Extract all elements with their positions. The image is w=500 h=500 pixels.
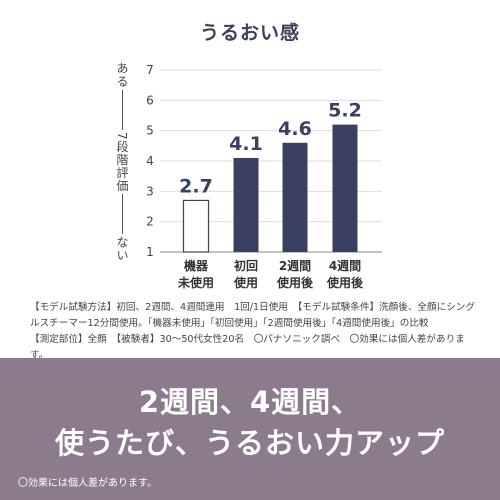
category-label: 使用後 xyxy=(326,275,364,290)
category-label: 機器 xyxy=(184,258,209,273)
bar-value-label: 5.2 xyxy=(328,100,362,122)
headline-line: 使うたび、うるおい力アップ xyxy=(54,426,445,460)
y-axis-top-label: ある xyxy=(115,62,129,88)
y-tick-label: 3 xyxy=(146,184,154,198)
category-label: 4週間 xyxy=(329,258,361,273)
bar-value-label: 4.1 xyxy=(229,133,263,155)
footnote: 〇効果には個人差があります。 xyxy=(18,478,157,489)
bar-value-label: 2.7 xyxy=(179,175,213,197)
category-label: 2週間 xyxy=(279,258,311,273)
y-tick-label: 1 xyxy=(146,245,154,259)
note-line: ルスチーマー12分間使用。「機器未使用」「初回使用」「2週間使用後」「4週間使用… xyxy=(30,318,429,329)
y-axis-arrow-up xyxy=(121,90,123,130)
bar xyxy=(332,124,358,252)
y-tick-label: 4 xyxy=(146,154,154,168)
category-label: 初回 xyxy=(234,258,258,273)
bar-value-label: 4.6 xyxy=(278,118,312,140)
y-tick-label: 6 xyxy=(146,93,154,107)
y-axis-arrow-down xyxy=(121,194,123,235)
y-tick-label: 5 xyxy=(146,124,154,138)
category-label: 使用 xyxy=(233,275,258,290)
y-axis-middle-label: 7段階評価 xyxy=(115,131,129,193)
y-tick-label: 2 xyxy=(146,215,154,229)
headline: 2週間、4週間、 使うたび、うるおい力アップ xyxy=(0,382,500,464)
banner xyxy=(0,358,500,500)
y-axis-scale-label: ある 7段階評価 ない xyxy=(114,62,130,262)
note-line: 【測定部位】全顔 【被験者】30～50代女性20名 〇パナソニック調べ 〇効果に… xyxy=(30,334,465,361)
note-line: 【モデル試験方法】初回、2週間、4週間連用 1回/1日使用 【モデル試験条件】洗… xyxy=(30,302,475,313)
bar xyxy=(282,142,308,252)
category-label: 未使用 xyxy=(177,275,214,290)
chart-title: うるおい感 xyxy=(199,22,300,44)
y-tick-label: 7 xyxy=(146,63,154,77)
headline-line: 2週間、4週間、 xyxy=(138,385,362,419)
test-method-note: 【モデル試験方法】初回、2週間、4週間連用 1回/1日使用 【モデル試験条件】洗… xyxy=(30,300,480,364)
bar xyxy=(233,157,259,252)
y-axis-bottom-label: ない xyxy=(115,236,129,263)
bar xyxy=(182,199,210,253)
category-label: 使用後 xyxy=(276,275,314,290)
